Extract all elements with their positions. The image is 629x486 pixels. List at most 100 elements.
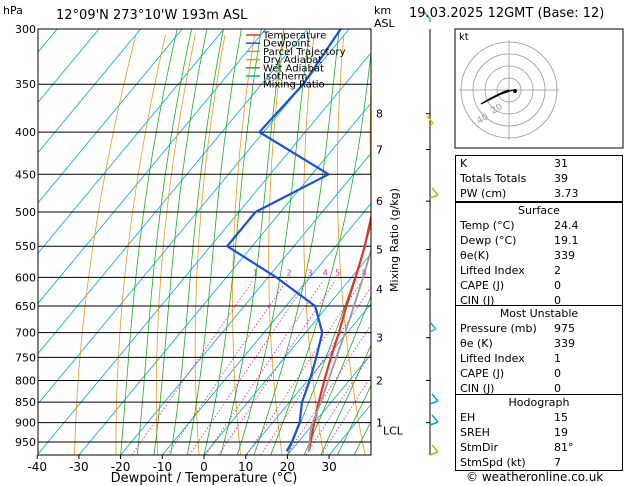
mixing-ratio-line: [320, 375, 371, 455]
hodograph-stat-value: 7: [554, 456, 561, 469]
barb-staff: [429, 421, 439, 426]
surface-value: 0: [554, 294, 561, 307]
surface-label: θe(K): [460, 249, 490, 262]
most-unstable-value: 0: [554, 367, 561, 380]
index-label: Totals Totals: [460, 172, 527, 185]
isotherm-line: [38, 29, 225, 254]
surface-value: 2: [554, 264, 561, 277]
height-km-label: 1: [376, 417, 383, 430]
hodograph-stat-value: 19: [554, 426, 568, 439]
surface-table: Surface Temp (°C) 24.4 Dewp (°C) 19.1 θe(K) 3…: [455, 202, 623, 309]
x-tick-label: -30: [69, 460, 89, 474]
dry-adiabat-line: [194, 34, 226, 455]
pressure-tick-label: 800: [15, 374, 36, 387]
isotherm-line: [38, 29, 183, 204]
hodograph-stat-label: EH: [460, 411, 476, 424]
x-tick-label: -20: [111, 460, 131, 474]
pressure-tick-label: 650: [15, 300, 36, 313]
mixing-ratio-line: [131, 280, 254, 455]
x-tick-label: 20: [280, 460, 295, 474]
x-tick-label: -10: [152, 460, 172, 474]
surface-row: Temp (°C) 24.4: [456, 218, 622, 233]
x-tick-label: -40: [27, 460, 47, 474]
hodograph-frame: [454, 28, 624, 149]
barb-feather: [429, 321, 437, 330]
wet-adiabat-line: [287, 224, 371, 455]
isotherm-line: [287, 353, 371, 455]
isotherm-line: [120, 152, 371, 455]
most-unstable-row: CIN (J) 0: [456, 381, 622, 396]
most-unstable-row: CAPE (J) 0: [456, 366, 622, 381]
most-unstable-table: Most Unstable Pressure (mb) 975 θe (K) 339 L…: [455, 305, 623, 397]
mixing-ratio-label: 3: [307, 268, 312, 277]
barb-500hPa: [429, 187, 439, 199]
wet-adiabat-line: [237, 29, 311, 455]
surface-value: 339: [554, 249, 575, 262]
wet-adiabat-line: [320, 344, 371, 455]
plot-area: 1 2 3 4 5 8 10 15 20 25: [38, 29, 371, 455]
mixing-ratio-label: 5: [335, 268, 340, 277]
hodograph-stat-label: StmSpd (kt): [460, 456, 526, 469]
barb-staff: [429, 328, 437, 333]
isotherm-line: [203, 253, 371, 455]
most-unstable-row: Lifted Index 1: [456, 351, 622, 366]
height-km-label: 5: [376, 243, 383, 256]
surface-row: CAPE (J) 0: [456, 278, 622, 293]
pressure-unit-label: hPa: [3, 4, 23, 17]
hodograph-trace: [480, 89, 514, 105]
mixing-ratio-line: [189, 280, 309, 455]
most-unstable-label: θe (K): [460, 337, 493, 350]
wet-adiabat-line: [170, 29, 224, 455]
dry-adiabat-line: [369, 74, 371, 199]
barb-staff: [429, 400, 439, 405]
surface-row: Lifted Index 2: [456, 263, 622, 278]
surface-label: Lifted Index: [460, 264, 525, 277]
isotherm-line: [38, 29, 100, 103]
x-tick-label: 10: [238, 460, 253, 474]
barb-feather: [431, 444, 439, 453]
mixing-ratio-line: [218, 280, 336, 455]
isotherm-line: [38, 29, 308, 355]
credit-label: © weatheronline.co.uk: [466, 470, 604, 484]
hodograph-stat-row: EH 15: [456, 410, 622, 425]
surface-label: CIN (J): [460, 294, 495, 307]
barb-400hPa: [426, 115, 434, 127]
mixing-ratio-axis-title: Mixing Ratio (g/kg): [388, 188, 401, 292]
dry-adiabat-line: [337, 34, 366, 455]
dry-adiabat-line: [115, 34, 166, 455]
height-unit-asl-label: ASL: [374, 17, 396, 30]
index-label: K: [460, 157, 468, 170]
barb-feather: [431, 414, 439, 423]
most-unstable-row: Pressure (mb) 975: [456, 321, 622, 336]
barb-feather: [426, 115, 434, 124]
dry-adiabat-line: [232, 34, 256, 455]
date-label: 19.03.2025 12GMT (Base: 12): [409, 6, 605, 21]
wet-adiabat-line: [153, 29, 208, 455]
hodograph-stat-row: StmDir 81°: [456, 440, 622, 455]
barb-975hPa: [429, 444, 439, 456]
legend-item-label: Isotherm: [263, 72, 307, 83]
x-tick-label: 0: [200, 460, 208, 474]
surface-label: CAPE (J): [460, 279, 505, 292]
mixing-ratio-label: 2: [287, 268, 292, 277]
location-label: 12°09'N 273°10'W 193m ASL: [56, 8, 248, 23]
wet-adiabat-line: [203, 29, 262, 455]
height-km-label: 8: [376, 108, 383, 121]
dry-adiabat-line: [155, 34, 196, 455]
index-row: PW (cm) 3.73: [456, 186, 622, 201]
height-km-label: 4: [376, 283, 383, 296]
mixing-ratio-line: [167, 280, 288, 455]
surface-value: 24.4: [554, 219, 579, 232]
index-label: PW (cm): [460, 187, 507, 200]
most-unstable-label: CIN (J): [460, 382, 495, 395]
legend-item-label: Temperature: [262, 31, 326, 42]
legend-item-label: Parcel Trajectory: [263, 47, 346, 58]
surface-row: CIN (J) 0: [456, 293, 622, 308]
surface-value: 19.1: [554, 234, 579, 247]
barb-feather: [431, 393, 439, 402]
index-row: Totals Totals 39: [456, 171, 622, 186]
storm-motion-marker: [513, 89, 517, 93]
most-unstable-label: Pressure (mb): [460, 322, 537, 335]
hodograph-table: Hodograph EH 15 SREH 19 StmDir 81° StmSpd (kt)…: [455, 394, 623, 471]
